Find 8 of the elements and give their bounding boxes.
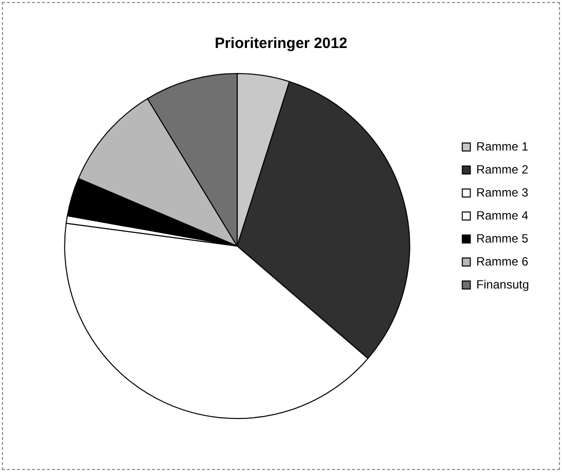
legend-label: Ramme 1 [476,139,529,154]
legend-label: Finansutg [476,277,530,292]
chart-title: Prioriteringer 2012 [214,35,348,52]
legend-label: Ramme 3 [476,185,529,200]
legend-label: Ramme 2 [476,162,529,176]
legend-label: Ramme 5 [476,231,529,246]
legend-label: Ramme 6 [476,254,529,268]
legend-label: Ramme 4 [476,208,529,222]
